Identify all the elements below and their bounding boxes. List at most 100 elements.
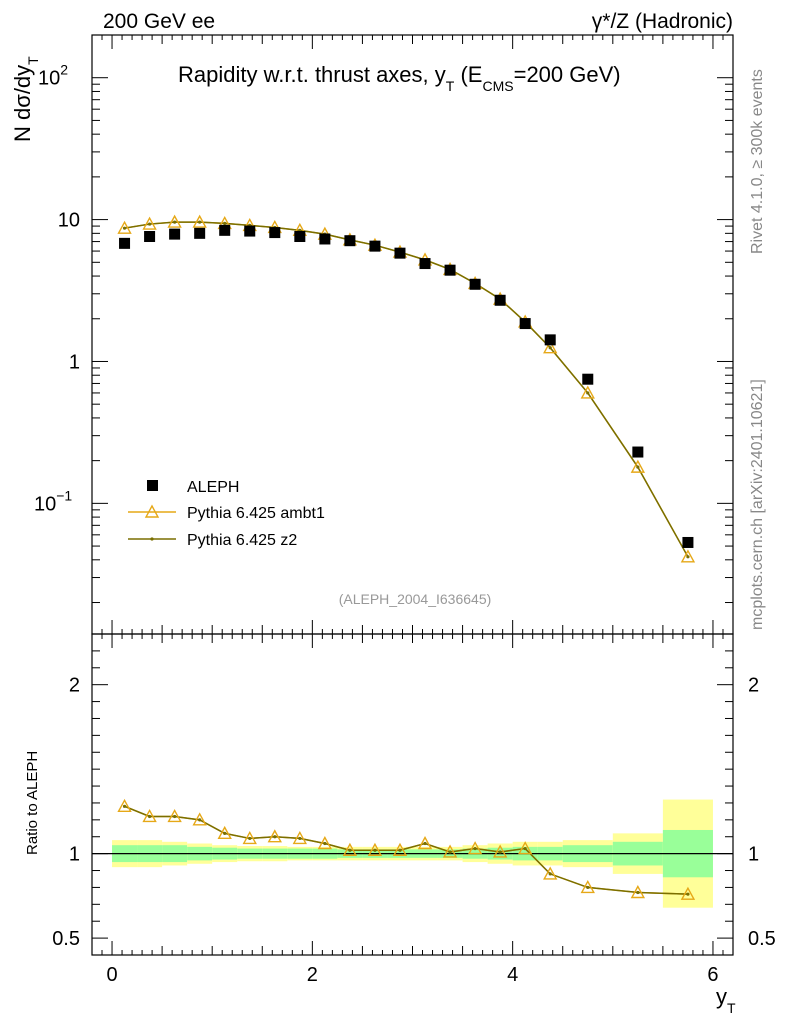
ratio-z2-point <box>373 848 377 852</box>
ratio-z2-point <box>223 831 227 835</box>
aleph-point <box>244 225 256 237</box>
aleph-point <box>519 318 531 330</box>
ratio-tick-label-left: 1 <box>69 844 80 866</box>
aleph-point <box>444 264 456 276</box>
ratio-ambt1-point <box>492 844 508 858</box>
ratio-ambt1-point <box>630 885 646 899</box>
ratio-tick-label-right: 2 <box>748 675 759 697</box>
ratio-z2-point <box>147 814 152 819</box>
ratio-ambt1-point <box>142 809 157 823</box>
aleph-point <box>582 373 594 385</box>
ratio-z2-point <box>423 841 427 846</box>
ratio-z2-point <box>273 835 277 839</box>
aleph-point <box>682 536 694 548</box>
aleph-point <box>119 237 131 249</box>
ratio-z2-point <box>686 892 690 896</box>
aleph-point <box>269 227 281 239</box>
aleph-point <box>369 240 381 252</box>
ratio-z2-point <box>298 836 302 841</box>
ambt1-point <box>543 340 558 354</box>
ratio-ambt1-point <box>192 812 207 826</box>
chart-title: Rapidity w.r.t. thrust axes, yT (ECMS=20… <box>178 62 621 94</box>
ratio-panel-frame <box>91 633 734 956</box>
ratio-z2-point <box>248 836 252 841</box>
x-tick-label-4: 4 <box>507 964 518 986</box>
aleph-point <box>344 235 356 247</box>
x-axis-label: yT <box>716 984 736 1016</box>
x-tick-label-6: 6 <box>707 964 718 986</box>
z2-point <box>548 346 552 350</box>
axis-tick-labels: 0 2 4 6 102 10 1 10−1 2 2 1 1 0.5 0.5 <box>34 62 776 986</box>
legend-label-ambt1: Pythia 6.425 ambt1 <box>187 505 325 522</box>
ratio-ambt1-point <box>117 798 132 813</box>
title-cms: CMS <box>482 78 513 94</box>
ratio-z2-point <box>523 846 527 851</box>
header-right-label: γ*/Z (Hadronic) <box>592 10 733 33</box>
aleph-point <box>632 446 644 458</box>
ratio-z2-point <box>323 841 327 846</box>
ambt1-point <box>117 220 132 234</box>
aleph-point <box>144 231 156 243</box>
ratio-ambt1-point <box>517 841 533 855</box>
legend: ALEPH Pythia 6.425 ambt1 Pythia 6.425 z2 <box>128 479 325 549</box>
legend-label-z2: Pythia 6.425 z2 <box>187 532 297 549</box>
ratio-z2-point <box>473 846 477 851</box>
aleph-point <box>419 258 431 270</box>
y-axis-label: N dσ/dyT <box>10 56 41 142</box>
ambt1-point <box>580 385 595 399</box>
x-axis-label-sub: T <box>727 1000 736 1016</box>
title-rest-close: =200 GeV) <box>514 62 621 87</box>
ambt1-point <box>192 214 207 228</box>
legend-label-aleph: ALEPH <box>187 479 239 496</box>
mcplots-label: mcplots.cern.ch [arXiv:2401.10621] <box>749 379 766 630</box>
z2-point <box>173 220 177 224</box>
ambt1-point <box>680 549 696 563</box>
z2-point <box>636 465 640 469</box>
ratio-ambt1-point <box>292 830 308 845</box>
aleph-point <box>494 294 506 306</box>
axis-ticks <box>91 34 734 956</box>
ratio-tick-label-right: 0.5 <box>748 928 776 950</box>
ratio-ambt1-point <box>267 829 282 843</box>
series-layer <box>117 214 696 900</box>
ratio-ambt1-point <box>580 879 595 894</box>
ratio-ambt1-point <box>442 844 458 858</box>
ratio-tick-label-right: 1 <box>748 844 759 866</box>
title-rest-open: (E <box>454 62 482 87</box>
ratio-z2-point <box>636 890 640 895</box>
ratio-ambt1-point <box>543 866 558 880</box>
ratio-tick-label-left: 2 <box>69 675 80 697</box>
ratio-z2-point <box>498 850 502 854</box>
ratio-ambt1-point <box>680 886 696 900</box>
ratio-z2-point <box>122 804 127 808</box>
legend-marker-aleph <box>147 480 158 491</box>
ratio-z2-point <box>448 850 452 854</box>
reference-label: (ALEPH_2004_I636645) <box>339 591 492 607</box>
y-tick-label: 10−1 <box>34 487 72 515</box>
ratio-z2-point <box>348 848 352 852</box>
x-axis-label-main: y <box>716 984 727 1009</box>
ratio-y-axis-label: Ratio to ALEPH <box>24 751 41 855</box>
aleph-point <box>544 334 556 346</box>
y-axis-label-sub: T <box>25 56 41 65</box>
aleph-point <box>194 227 206 239</box>
x-tick-label-2: 2 <box>307 964 318 986</box>
z2-point <box>223 221 227 226</box>
ambt1-point <box>167 214 182 228</box>
z2-point <box>147 222 152 226</box>
ratio-z2-point <box>198 818 202 822</box>
ratio-z2-point <box>398 848 402 852</box>
aleph-point <box>169 228 181 240</box>
legend-marker-ambt1 <box>144 504 160 518</box>
x-tick-label-0: 0 <box>106 964 117 986</box>
z2-point <box>586 391 590 395</box>
rivet-label: Rivet 4.1.0, ≥ 300k events <box>749 69 766 254</box>
ratio-z2-point <box>586 885 590 890</box>
ratio-ambt1-point <box>217 825 232 840</box>
aleph-point <box>394 247 406 259</box>
ratio-ambt1-point <box>467 841 483 855</box>
ratio-ambt1-point <box>317 836 333 850</box>
ratio-ambt1-point <box>242 830 257 845</box>
ratio-ambt1-point <box>367 842 383 856</box>
